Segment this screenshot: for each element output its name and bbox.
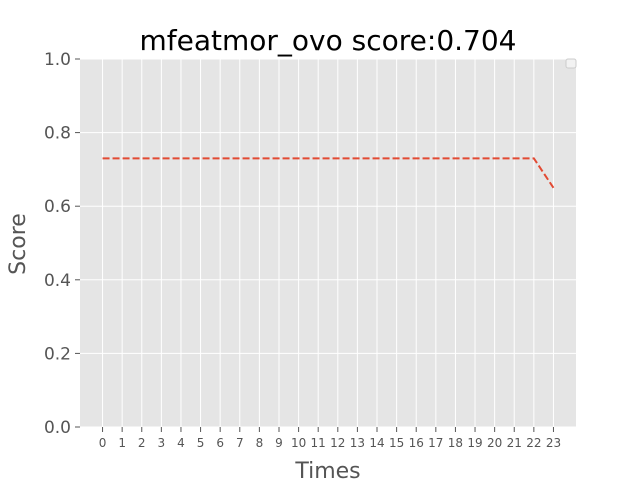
x-tick-label: 5 bbox=[197, 436, 205, 450]
series-layer bbox=[102, 157, 555, 189]
x-tick-label: 10 bbox=[291, 436, 306, 450]
x-tick-label: 15 bbox=[389, 436, 404, 450]
x-tick-label: 19 bbox=[467, 436, 482, 450]
series-line bbox=[102, 157, 555, 189]
x-tick-label: 20 bbox=[487, 436, 502, 450]
y-tick-label: 0.8 bbox=[44, 124, 71, 144]
x-tick-label: 16 bbox=[409, 436, 424, 450]
x-tick-label: 23 bbox=[546, 436, 561, 450]
plot-area bbox=[80, 59, 576, 427]
y-tick-label: 0.0 bbox=[44, 418, 71, 438]
y-tick-label: 0.2 bbox=[44, 344, 71, 364]
x-tick-label: 3 bbox=[158, 436, 166, 450]
x-tick-label: 2 bbox=[138, 436, 146, 450]
x-tick-label: 6 bbox=[216, 436, 224, 450]
x-tick-label: 9 bbox=[275, 436, 283, 450]
grid-lines bbox=[80, 58, 576, 428]
x-tick-label: 7 bbox=[236, 436, 244, 450]
x-axis-label: Times bbox=[294, 459, 360, 480]
y-tick-label: 0.4 bbox=[44, 271, 71, 291]
x-tick-label: 12 bbox=[330, 436, 345, 450]
x-tick-label: 13 bbox=[350, 436, 365, 450]
y-axis-label: Score bbox=[6, 213, 31, 275]
x-tick-label: 22 bbox=[526, 436, 541, 450]
x-tick-label: 4 bbox=[177, 436, 185, 450]
x-tick-label: 17 bbox=[428, 436, 443, 450]
x-tick-label: 18 bbox=[448, 436, 463, 450]
y-tick-label: 0.6 bbox=[44, 197, 71, 217]
x-tick-label: 1 bbox=[118, 436, 126, 450]
x-tick-label: 0 bbox=[99, 436, 107, 450]
legend-box bbox=[565, 58, 577, 69]
y-tick-label: 1.0 bbox=[44, 50, 71, 70]
x-axis-ticks: 0 1 2 3 4 5 6 7 8 9 10 11 12 13 14 15 16 17 18 19 20 21 22 23 bbox=[99, 427, 561, 450]
y-axis-ticks: 0.0 0.2 0.4 0.6 0.8 1.0 bbox=[44, 50, 80, 438]
x-tick-label: 21 bbox=[507, 436, 522, 450]
x-tick-label: 8 bbox=[256, 436, 264, 450]
x-tick-label: 11 bbox=[311, 436, 326, 450]
chart-title: mfeatmor_ovo score:0.704 bbox=[140, 24, 517, 57]
x-tick-label: 14 bbox=[369, 436, 384, 450]
